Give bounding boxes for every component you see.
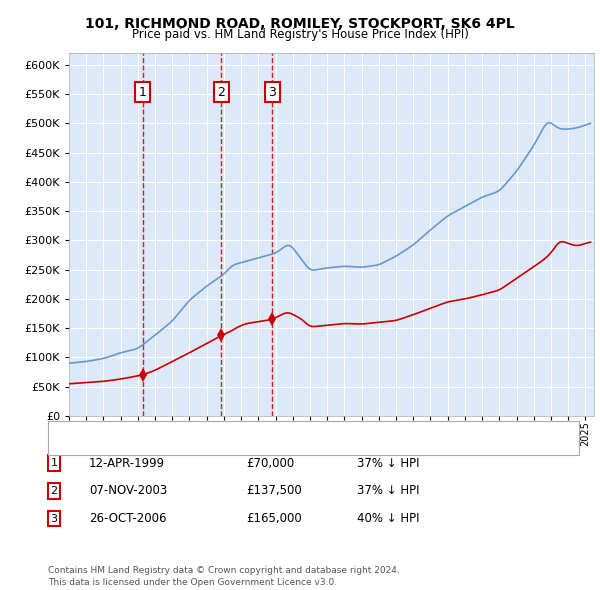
Text: ——: —— — [60, 440, 91, 454]
Text: 2: 2 — [217, 86, 225, 99]
Text: 1: 1 — [139, 86, 146, 99]
Text: 1: 1 — [50, 458, 58, 468]
Text: 2: 2 — [50, 486, 58, 496]
Text: 37% ↓ HPI: 37% ↓ HPI — [357, 484, 419, 497]
Text: 3: 3 — [50, 514, 58, 523]
Text: 101, RICHMOND ROAD, ROMILEY, STOCKPORT, SK6 4PL (detached house): 101, RICHMOND ROAD, ROMILEY, STOCKPORT, … — [93, 426, 476, 436]
Text: 40% ↓ HPI: 40% ↓ HPI — [357, 512, 419, 525]
Text: 07-NOV-2003: 07-NOV-2003 — [89, 484, 167, 497]
Text: £137,500: £137,500 — [246, 484, 302, 497]
Text: HPI: Average price, detached house, Stockport: HPI: Average price, detached house, Stoc… — [93, 442, 337, 452]
Text: 26-OCT-2006: 26-OCT-2006 — [89, 512, 166, 525]
Text: £165,000: £165,000 — [246, 512, 302, 525]
Text: Price paid vs. HM Land Registry's House Price Index (HPI): Price paid vs. HM Land Registry's House … — [131, 28, 469, 41]
Text: Contains HM Land Registry data © Crown copyright and database right 2024.
This d: Contains HM Land Registry data © Crown c… — [48, 566, 400, 587]
Text: 3: 3 — [269, 86, 277, 99]
Text: 37% ↓ HPI: 37% ↓ HPI — [357, 457, 419, 470]
Text: £70,000: £70,000 — [246, 457, 294, 470]
Text: 101, RICHMOND ROAD, ROMILEY, STOCKPORT, SK6 4PL: 101, RICHMOND ROAD, ROMILEY, STOCKPORT, … — [85, 17, 515, 31]
Text: ——: —— — [60, 424, 91, 438]
Text: 12-APR-1999: 12-APR-1999 — [89, 457, 165, 470]
